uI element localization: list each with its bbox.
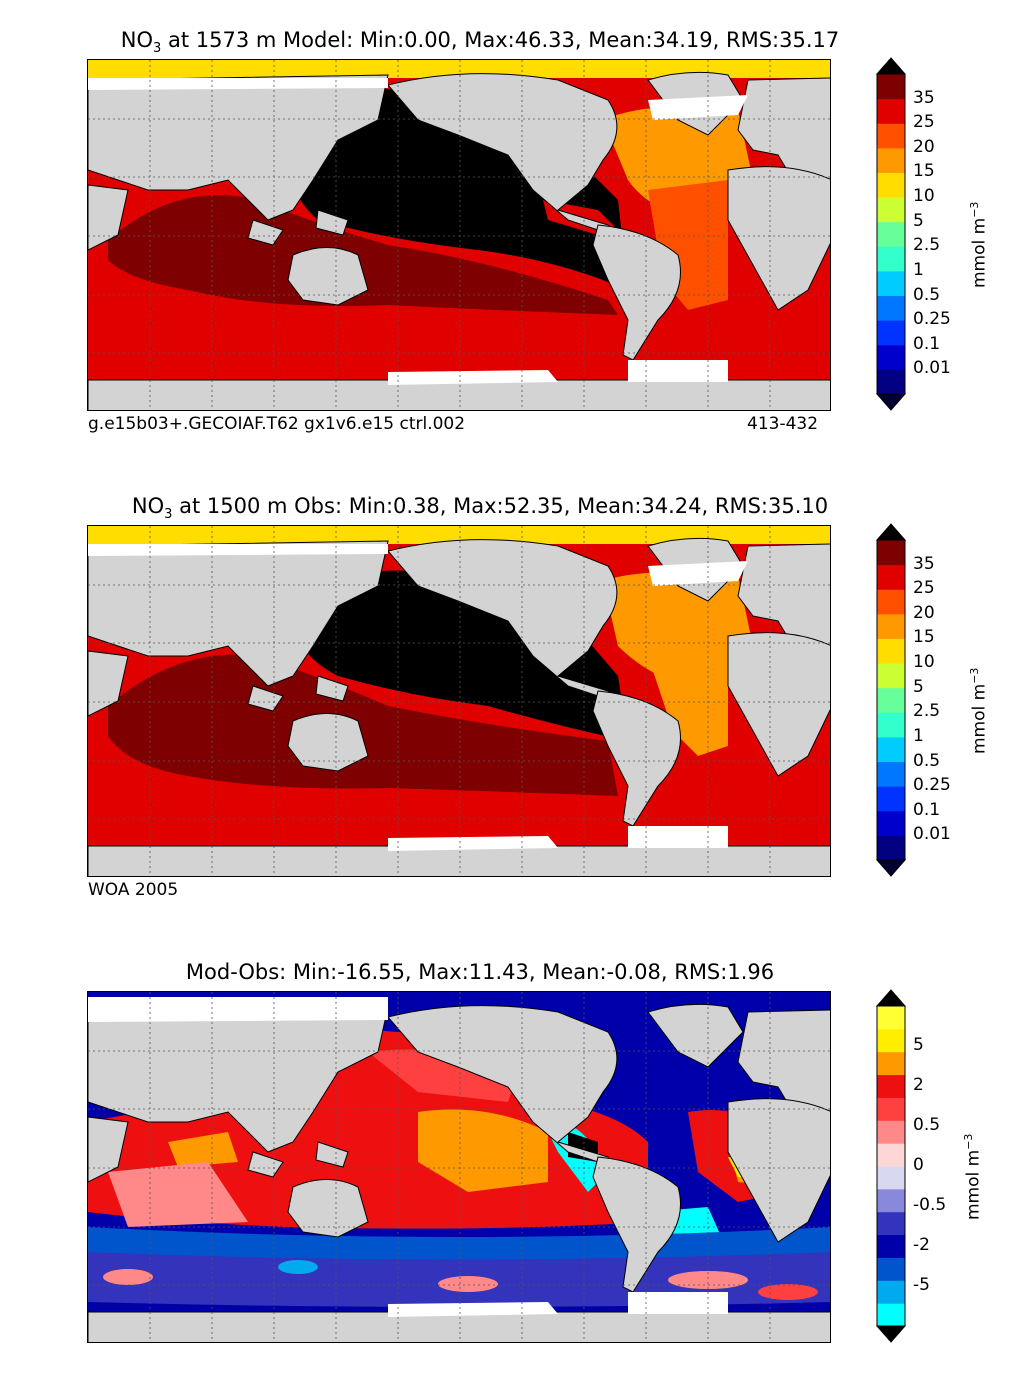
- colorbar-swatch: [877, 295, 905, 321]
- colorbar-swatch: [877, 320, 905, 346]
- colorbar-swatch: [877, 589, 905, 615]
- colorbar-swatch: [877, 344, 905, 370]
- colorbar-swatch: [877, 123, 905, 149]
- colorbar-tick-label: 0.01: [913, 358, 951, 379]
- colorbar-swatch: [877, 712, 905, 738]
- colorbar-tick-label: -0.5: [913, 1195, 947, 1215]
- colorbar-tick-label: -2: [913, 1235, 930, 1255]
- colorbar-swatch: [877, 1188, 905, 1213]
- colorbar-swatch: [877, 1303, 905, 1327]
- colorbar: 5 2 0.5 0 -0.5 -2 -5: [875, 989, 946, 1343]
- colorbar-tick-label: 25: [913, 112, 935, 133]
- colorbar-svg: [875, 989, 907, 1343]
- colorbar-tick-label: 2: [913, 1075, 924, 1095]
- panel-title: NO3 at 1500 m Obs: Min:0.38, Max:52.35, …: [131, 494, 829, 523]
- colorbar-swatch: [877, 613, 905, 639]
- colorbar-extend-low: [875, 393, 907, 411]
- colorbar-swatch: [877, 835, 905, 861]
- model-map: [87, 59, 831, 411]
- colorbar-swatch: [877, 663, 905, 689]
- colorbar-swatch: [877, 1280, 905, 1304]
- colorbar-extend-low: [875, 859, 907, 877]
- colorbar-swatch: [877, 1257, 905, 1281]
- panel-title: NO3 at 1573 m Model: Min:0.00, Max:46.33…: [120, 28, 840, 57]
- colorbar-swatch: [877, 270, 905, 297]
- colorbar-swatch: [877, 246, 905, 272]
- colorbar: 35 25 20 15 10 5 2.5 1 0.5 0.25 0.1 0.01: [875, 523, 951, 877]
- colorbar-tick-label: 35: [913, 87, 935, 108]
- colorbar-tick-label: 0.25: [913, 775, 951, 796]
- colorbar-swatch: [877, 197, 905, 223]
- colorbar-unit: mmol m−3: [968, 201, 990, 288]
- colorbar-tick-label: -5: [913, 1275, 930, 1295]
- colorbar-tick-label: 2.5: [913, 235, 941, 256]
- colorbar-extend-high: [875, 57, 907, 75]
- obs-map: [87, 525, 831, 877]
- colorbar-swatch: [877, 1028, 905, 1053]
- colorbar-tick-label: 2.5: [913, 701, 941, 722]
- colorbar-tick-label: 1: [913, 725, 924, 746]
- colorbar-tick-label: 5: [913, 210, 924, 231]
- colorbar-tick-label: 15: [913, 627, 935, 648]
- colorbar-swatch: [877, 564, 905, 590]
- dataset-name: WOA 2005: [88, 880, 179, 900]
- colorbar-swatch: [877, 1051, 905, 1076]
- colorbar-svg: [875, 523, 907, 877]
- colorbar-swatch: [877, 147, 905, 173]
- colorbar-tick-label: 5: [913, 676, 924, 697]
- colorbar-swatch: [877, 761, 905, 787]
- colorbar-swatch: [877, 1074, 905, 1098]
- run-name: g.e15b03+.GECOIAF.T62 gx1v6.e15 ctrl.002: [88, 414, 466, 434]
- colorbar-tick-label: 0.1: [913, 799, 941, 820]
- colorbar-tick-label: 15: [913, 161, 935, 182]
- colorbar-swatch: [877, 1211, 905, 1236]
- colorbar-swatch: [877, 1166, 905, 1190]
- colorbar-tick-label: 0.25: [913, 309, 951, 330]
- colorbar-tick-label: 20: [913, 602, 935, 623]
- colorbar: 35 25 20 15 10 5 2.5 1 0.5 0.25 0.1 0.01: [875, 57, 951, 411]
- year-range: 413-432: [747, 414, 819, 434]
- colorbar-tick-label: 10: [913, 186, 935, 207]
- colorbar-extend-high: [875, 523, 907, 541]
- colorbar-swatch: [877, 810, 905, 836]
- colorbar-tick-label: 0.5: [913, 284, 941, 305]
- colorbar-tick-label: 0.5: [913, 750, 941, 771]
- colorbar-swatch: [877, 1234, 905, 1258]
- colorbar-swatch: [877, 638, 905, 664]
- colorbar-tick-label: 20: [913, 136, 935, 157]
- colorbar-swatch: [877, 1143, 905, 1167]
- colorbar-unit: mmol m−3: [962, 1133, 984, 1220]
- colorbar-swatch: [877, 74, 905, 100]
- colorbar-swatch: [877, 369, 905, 395]
- difference-map: [87, 991, 831, 1343]
- colorbar-extend-low: [875, 1325, 907, 1343]
- colorbar-unit: mmol m−3: [968, 667, 990, 754]
- colorbar-tick-label: 5: [913, 1035, 924, 1055]
- colorbar-svg: [875, 57, 907, 411]
- colorbar-swatch: [877, 1006, 905, 1030]
- colorbar-swatch: [877, 736, 905, 763]
- colorbar-tick-label: 0: [913, 1155, 924, 1175]
- colorbar-tick-label: 25: [913, 578, 935, 599]
- colorbar-swatch: [877, 786, 905, 812]
- colorbar-tick-label: 35: [913, 553, 935, 574]
- panel-title: Mod-Obs: Min:-16.55, Max:11.43, Mean:-0.…: [185, 960, 775, 984]
- colorbar-swatch: [877, 172, 905, 198]
- colorbar-swatch: [877, 687, 905, 713]
- colorbar-swatch: [877, 98, 905, 124]
- colorbar-swatch: [877, 221, 905, 247]
- colorbar-tick-label: 0.1: [913, 333, 941, 354]
- colorbar-swatch: [877, 1097, 905, 1121]
- colorbar-extend-high: [875, 989, 907, 1007]
- colorbar-tick-label: 10: [913, 652, 935, 673]
- colorbar-tick-label: 0.01: [913, 824, 951, 845]
- colorbar-tick-label: 1: [913, 259, 924, 280]
- colorbar-tick-label: 0.5: [913, 1115, 941, 1135]
- colorbar-swatch: [877, 1120, 905, 1144]
- colorbar-swatch: [877, 540, 905, 566]
